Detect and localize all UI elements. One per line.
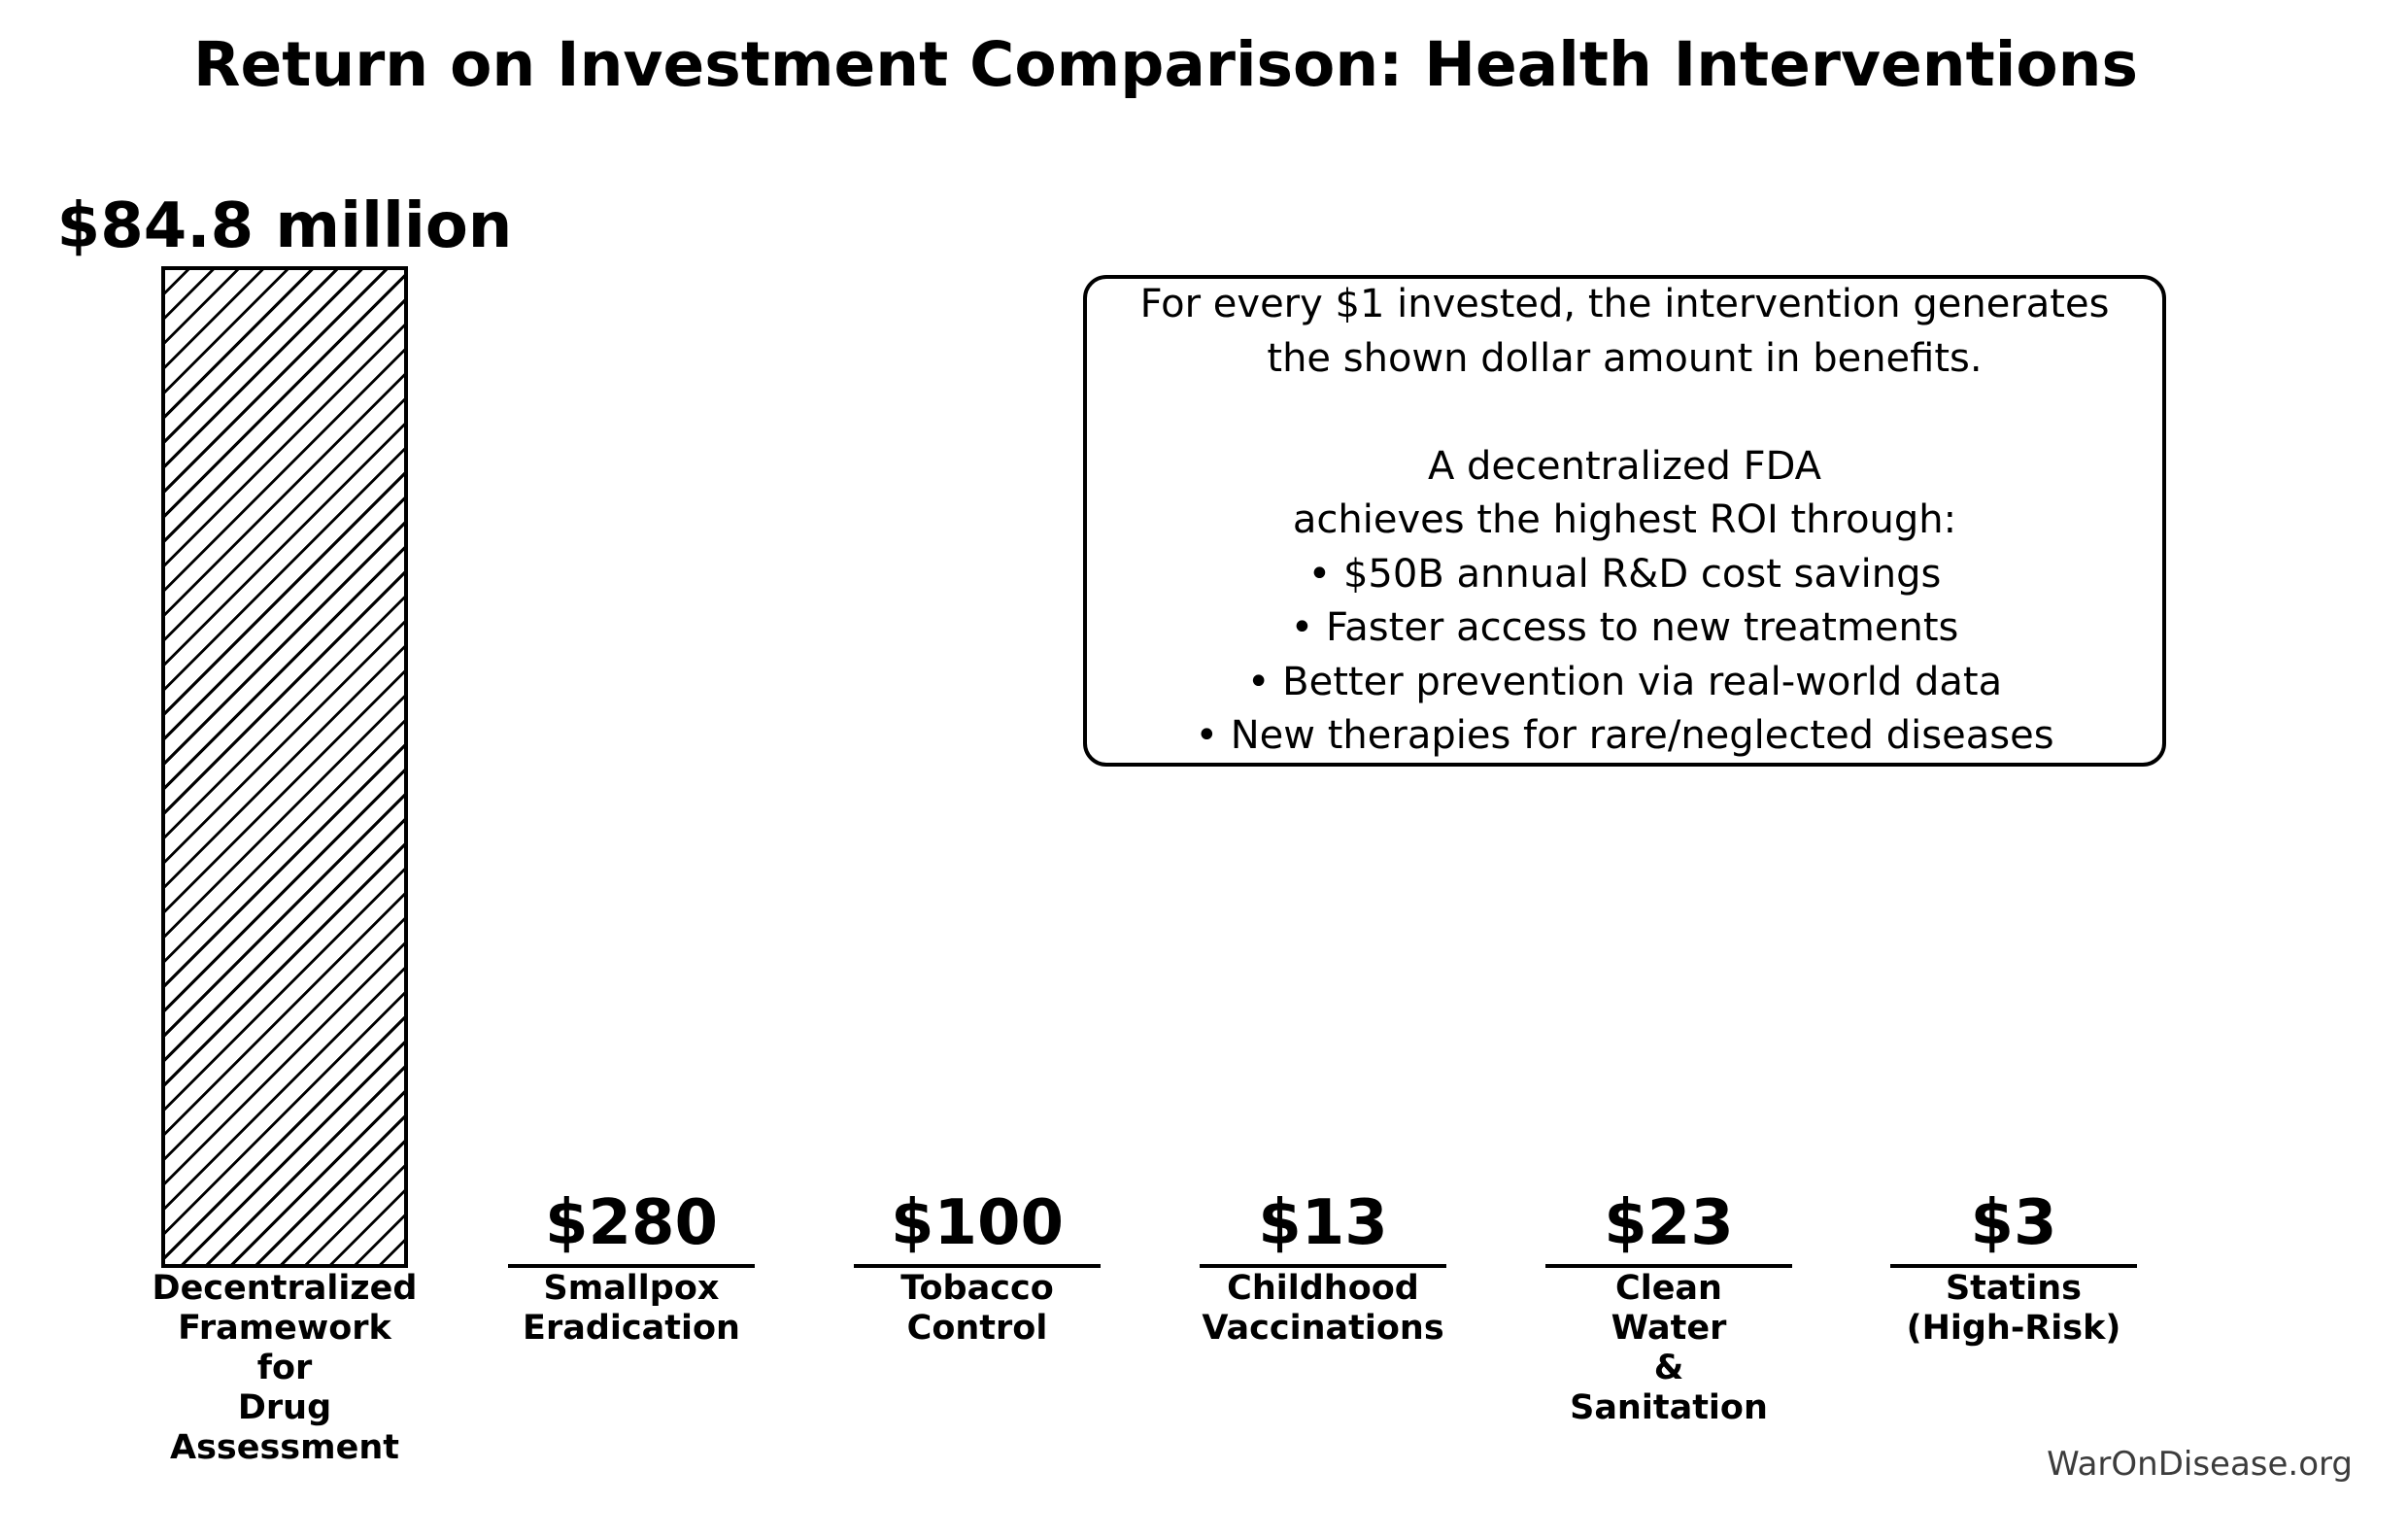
bar-value-label-clean-water-sanitation: $23: [1604, 1187, 1734, 1259]
chart-title: Return on Investment Comparison: Health …: [193, 29, 2138, 100]
bar-value-label-tobacco-control: $100: [890, 1187, 1065, 1259]
bar-value-label-childhood-vaccinations: $13: [1258, 1187, 1388, 1259]
category-label-tobacco-control: Tobacco Control: [900, 1269, 1054, 1348]
category-label-decentralized-framework: Decentralized Framework for Drug Assessm…: [152, 1269, 418, 1467]
annotation-text: For every $1 invested, the intervention …: [1139, 282, 2110, 759]
bar-clean-water-sanitation: [1545, 1264, 1792, 1268]
category-label-childhood-vaccinations: Childhood Vaccinations: [1202, 1269, 1444, 1348]
bar-statins-high-risk: [1890, 1264, 2137, 1268]
bar-decentralized-framework: [161, 266, 408, 1268]
category-label-clean-water-sanitation: Clean Water & Sanitation: [1570, 1269, 1768, 1427]
bar-value-label-decentralized-framework: $84.8 million: [56, 190, 513, 262]
category-label-smallpox-eradication: Smallpox Eradication: [523, 1269, 740, 1348]
bar-value-label-smallpox-eradication: $280: [544, 1187, 719, 1259]
bar-childhood-vaccinations: [1200, 1264, 1446, 1268]
bar-tobacco-control: [854, 1264, 1101, 1268]
annotation-box: For every $1 invested, the intervention …: [1083, 275, 2166, 767]
watermark-text: WarOnDisease.org: [2047, 1445, 2353, 1484]
bar-value-label-statins-high-risk: $3: [1970, 1187, 2057, 1259]
category-label-statins-high-risk: Statins (High-Risk): [1906, 1269, 2121, 1348]
bar-smallpox-eradication: [508, 1264, 755, 1268]
